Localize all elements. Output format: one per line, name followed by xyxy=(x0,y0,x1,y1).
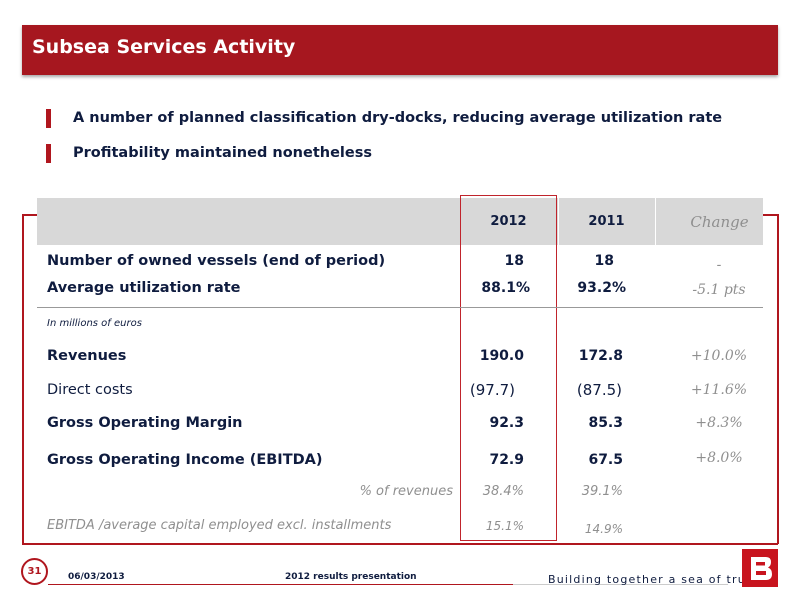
pct-revenues-2011: 39.1% xyxy=(581,484,623,499)
company-logo xyxy=(742,549,778,587)
bullet-1: A number of planned classification dry-d… xyxy=(46,106,722,130)
header-change: Change xyxy=(690,212,749,231)
logo-icon xyxy=(742,549,778,587)
footer-rule-light xyxy=(513,584,728,585)
header-divider xyxy=(558,198,559,245)
gom-2012: 92.3 xyxy=(489,415,524,431)
gom-change: +8.3% xyxy=(695,415,743,431)
ebitda-change: +8.0% xyxy=(695,450,743,466)
vessels-change: - xyxy=(716,257,722,273)
row-label-ebitda-capital: EBITDA /average capital employed excl. i… xyxy=(47,518,392,533)
ebitda-2011: 67.5 xyxy=(588,452,623,468)
pct-revenues-2012: 38.4% xyxy=(482,484,524,499)
vessels-2012: 18 xyxy=(504,253,524,269)
unit-note: In millions of euros xyxy=(47,318,142,329)
header-2011: 2011 xyxy=(588,214,625,229)
direct-costs-change: +11.6% xyxy=(690,382,748,398)
section-divider xyxy=(37,307,763,308)
utilization-2011: 93.2% xyxy=(577,280,626,296)
utilization-change: -5.1 pts xyxy=(692,282,746,298)
frame-left xyxy=(22,214,24,544)
row-label-utilization: Average utilization rate xyxy=(47,280,241,296)
revenues-change: +10.0% xyxy=(690,348,748,364)
direct-costs-2012: (97.7) xyxy=(469,381,515,399)
title-bar: Subsea Services Activity xyxy=(22,25,778,75)
ebitda-2012: 72.9 xyxy=(489,452,524,468)
bullet-marker xyxy=(46,108,51,128)
table-header xyxy=(37,198,763,245)
bullet-marker xyxy=(46,143,51,163)
bullet-text: Profitability maintained nonetheless xyxy=(73,145,372,161)
row-label-pct-revenues: % of revenues xyxy=(359,484,453,499)
footer-rule xyxy=(48,584,513,585)
header-divider xyxy=(655,198,656,245)
utilization-2012: 88.1% xyxy=(481,280,530,296)
bullet-text: A number of planned classification dry-d… xyxy=(73,110,723,126)
row-label-vessels: Number of owned vessels (end of period) xyxy=(47,253,386,269)
revenues-2011: 172.8 xyxy=(578,348,623,364)
revenues-2012: 190.0 xyxy=(479,348,524,364)
row-label-ebitda: Gross Operating Income (EBITDA) xyxy=(47,452,323,468)
bullet-2: Profitability maintained nonetheless xyxy=(46,141,372,165)
row-label-direct-costs: Direct costs xyxy=(47,382,133,398)
frame-bottom xyxy=(22,543,778,545)
frame-right xyxy=(777,214,779,544)
row-label-gom: Gross Operating Margin xyxy=(47,415,243,431)
slide-title: Subsea Services Activity xyxy=(32,36,296,58)
footer-date: 06/03/2013 xyxy=(68,572,125,582)
vessels-2011: 18 xyxy=(594,253,614,269)
header-2012: 2012 xyxy=(490,214,527,229)
direct-costs-2011: (87.5) xyxy=(576,381,622,399)
frame-top-right xyxy=(763,214,778,216)
frame-top-left xyxy=(22,214,37,216)
highlight-2012-column xyxy=(460,195,557,541)
ebitda-capital-2012: 15.1% xyxy=(485,519,524,533)
row-label-revenues: Revenues xyxy=(47,348,127,364)
footer-presentation: 2012 results presentation xyxy=(285,572,417,582)
gom-2011: 85.3 xyxy=(588,415,623,431)
page-number-badge: 31 xyxy=(21,558,48,585)
tagline: Building together a sea of trust xyxy=(548,573,759,586)
ebitda-capital-2011: 14.9% xyxy=(584,522,623,536)
